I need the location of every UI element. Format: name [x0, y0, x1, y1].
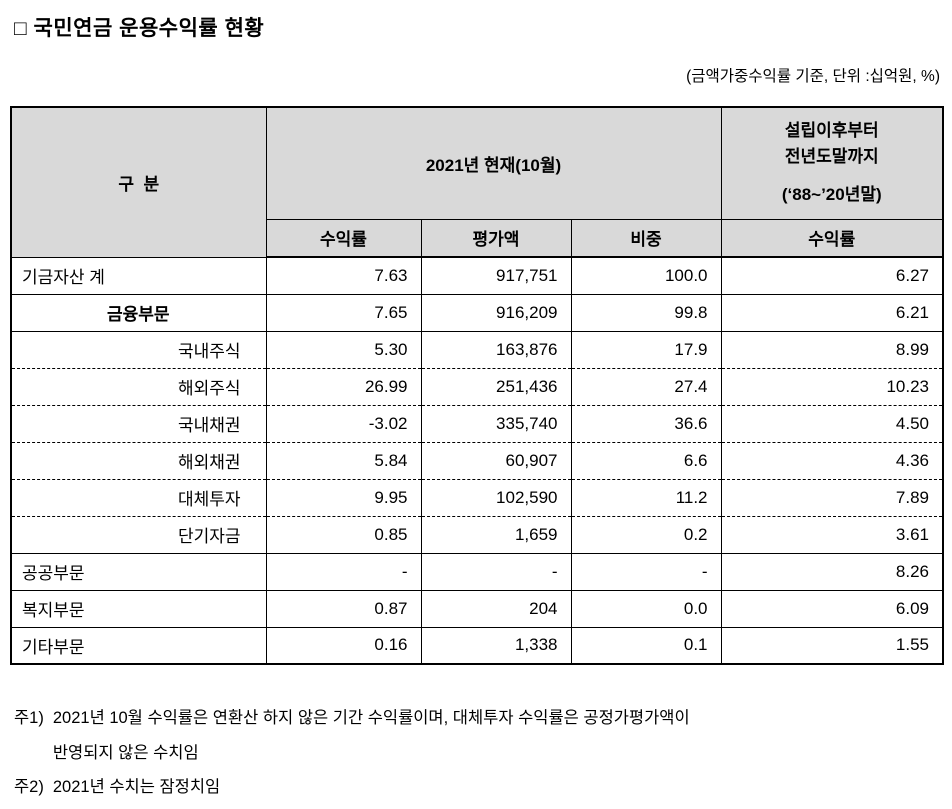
header-category: 구 분 [10, 106, 267, 257]
header-since-line1: 설립이후부터 [784, 120, 879, 140]
cell-rate: 0.87 [265, 589, 422, 627]
cell-weight: 0.0 [570, 589, 722, 627]
cell-weight: 36.6 [570, 404, 722, 442]
table-row-public-sector: 공공부문 - - - 8.26 [10, 552, 944, 590]
cell-since-rate: 6.21 [720, 293, 944, 331]
cell-weight: 17.9 [570, 330, 722, 368]
cell-valuation: 102,590 [420, 478, 572, 516]
table-row-total: 기금자산 계 7.63 917,751 100.0 6.27 [10, 256, 944, 294]
cell-since-rate: 7.89 [720, 478, 944, 516]
cell-rate: 9.95 [265, 478, 422, 516]
cell-rate: 5.30 [265, 330, 422, 368]
cell-valuation: 1,659 [420, 515, 572, 553]
row-label: 복지부문 [10, 589, 267, 627]
cell-weight: 0.1 [570, 626, 722, 664]
cell-since-rate: 4.36 [720, 441, 944, 479]
table-row-domestic-equity: 국내주식 5.30 163,876 17.9 8.99 [10, 330, 944, 368]
footnote-2: 주2) 2021년 수치는 잠정치임 [14, 770, 938, 805]
cell-valuation: - [420, 552, 572, 590]
footnotes: 주1) 2021년 10월 수익률은 연환산 하지 않은 기간 수익률이며, 대… [14, 701, 938, 805]
row-label: 기금자산 계 [10, 256, 267, 294]
cell-since-rate: 3.61 [720, 515, 944, 553]
footnote-2-marker: 주2) [14, 778, 44, 797]
cell-since-rate: 6.09 [720, 589, 944, 627]
table-row-domestic-bond: 국내채권 -3.02 335,740 36.6 4.50 [10, 404, 944, 442]
cell-valuation: 1,338 [420, 626, 572, 664]
header-period-2021: 2021년 현재(10월) [265, 106, 722, 219]
cell-rate: 26.99 [265, 367, 422, 405]
row-label: 해외채권 [10, 441, 267, 479]
footnote-1-marker: 주1) [14, 709, 44, 727]
cell-weight: 11.2 [570, 478, 722, 516]
footnote-1-text: 2021년 10월 수익률은 연환산 하지 않은 기간 수익률이며, 대체투자 … [53, 701, 938, 770]
returns-table: 구 분 2021년 현재(10월) 설립이후부터 전년도말까지 (‘88~’20… [10, 106, 945, 665]
cell-valuation: 60,907 [420, 441, 572, 479]
cell-rate: 7.65 [265, 293, 422, 331]
row-label: 기타부문 [10, 626, 267, 664]
table-row-alternatives: 대체투자 9.95 102,590 11.2 7.89 [10, 478, 944, 516]
row-label: 해외주식 [10, 367, 267, 405]
header-since-inception: 설립이후부터 전년도말까지 (‘88~’20년말) [720, 106, 944, 219]
table-header: 구 분 2021년 현재(10월) 설립이후부터 전년도말까지 (‘88~’20… [10, 106, 944, 258]
header-rate: 수익률 [265, 218, 422, 258]
header-row-groups: 구 분 2021년 현재(10월) 설립이후부터 전년도말까지 (‘88~’20… [10, 106, 944, 257]
footnote-1-line1: 2021년 10월 수익률은 연환산 하지 않은 기간 수익률이며, 대체투자 … [52, 709, 690, 727]
footnote-2-line1: 2021년 수치는 잠정치임 [52, 778, 221, 797]
cell-rate: 7.63 [265, 256, 422, 294]
cell-valuation: 335,740 [420, 404, 572, 442]
cell-weight: 100.0 [570, 256, 722, 294]
page-title: □ 국민연금 운용수익률 현황 [14, 17, 265, 40]
table-row-other-sector: 기타부문 0.16 1,338 0.1 1.55 [10, 626, 944, 664]
row-label: 공공부문 [10, 552, 267, 590]
cell-weight: 99.8 [570, 293, 722, 331]
row-label: 국내채권 [10, 404, 267, 442]
row-label: 대체투자 [10, 478, 267, 516]
cell-weight: - [570, 552, 722, 590]
table-row-financial: 금융부문 7.65 916,209 99.8 6.21 [10, 293, 944, 331]
cell-rate: 0.16 [265, 626, 422, 664]
table-row-short-term: 단기자금 0.85 1,659 0.2 3.61 [10, 515, 944, 553]
cell-rate: 5.84 [265, 441, 422, 479]
cell-since-rate: 1.55 [720, 626, 944, 664]
header-valuation: 평가액 [420, 218, 572, 258]
row-label: 국내주식 [10, 330, 267, 368]
table-row-global-bond: 해외채권 5.84 60,907 6.6 4.36 [10, 441, 944, 479]
header-weight: 비중 [570, 218, 722, 258]
cell-rate: -3.02 [265, 404, 422, 442]
header-since-line2: 전년도말까지 [784, 147, 879, 167]
cell-since-rate: 8.26 [720, 552, 944, 590]
cell-valuation: 204 [420, 589, 572, 627]
cell-since-rate: 8.99 [720, 330, 944, 368]
header-since-rate: 수익률 [720, 218, 944, 258]
row-label: 단기자금 [10, 515, 267, 553]
cell-valuation: 251,436 [420, 367, 572, 405]
cell-valuation: 916,209 [420, 293, 572, 331]
cell-weight: 27.4 [570, 367, 722, 405]
footnote-2-text: 2021년 수치는 잠정치임 [53, 770, 938, 805]
table-body: 기금자산 계 7.63 917,751 100.0 6.27 금융부문 7.65… [10, 256, 944, 664]
unit-note: (금액가중수익률 기준, 단위 :십억원, %) [686, 68, 940, 85]
cell-valuation: 163,876 [420, 330, 572, 368]
header-since-line3: (‘88~’20년말) [781, 185, 882, 205]
cell-rate: 0.85 [265, 515, 422, 553]
cell-weight: 0.2 [570, 515, 722, 553]
footnote-1-line2: 반영되지 않은 수치임 [52, 743, 199, 762]
header-row-metrics: 수익률 평가액 비중 수익률 [11, 218, 944, 258]
cell-since-rate: 10.23 [720, 367, 944, 405]
cell-valuation: 917,751 [420, 256, 572, 294]
cell-since-rate: 4.50 [720, 404, 944, 442]
cell-rate: - [265, 552, 422, 590]
footnote-1: 주1) 2021년 10월 수익률은 연환산 하지 않은 기간 수익률이며, 대… [14, 701, 938, 770]
cell-since-rate: 6.27 [720, 256, 944, 294]
table-row-global-equity: 해외주식 26.99 251,436 27.4 10.23 [10, 367, 944, 405]
cell-weight: 6.6 [570, 441, 722, 479]
table-row-welfare-sector: 복지부문 0.87 204 0.0 6.09 [10, 589, 944, 627]
row-label: 금융부문 [10, 293, 267, 331]
